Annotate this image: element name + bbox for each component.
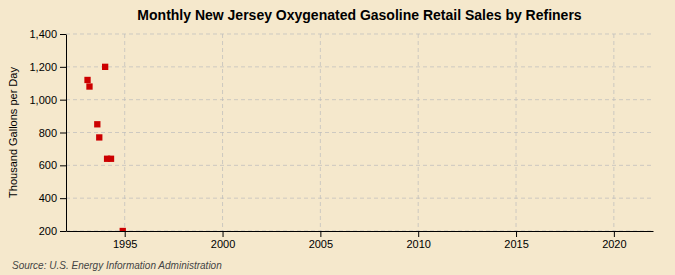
- point: [120, 228, 126, 231]
- y-grid-line: [66, 34, 653, 35]
- x-tick-label: 2000: [211, 238, 235, 250]
- x-tick-label: 1995: [113, 238, 137, 250]
- y-grid-line: [66, 132, 653, 133]
- y-axis: 200 400 600 800 1,000 1,200 1,400: [29, 28, 66, 237]
- y-grid-line: [66, 99, 653, 100]
- y-tick-mark: [60, 198, 66, 199]
- x-tick-label: 2010: [406, 238, 430, 250]
- y-tick-label: 400: [39, 192, 57, 204]
- y-tick-label: 800: [39, 127, 57, 139]
- x-tick-mark: [418, 231, 419, 237]
- x-tick-mark: [614, 231, 615, 237]
- point: [102, 64, 108, 70]
- y-grid-line: [66, 165, 653, 166]
- plot: 1995 2000 2005 2010 2015 2020 200 400 600 800 1,00…: [29, 28, 653, 250]
- x-tick: 2000: [211, 231, 235, 250]
- y-tick-mark: [60, 100, 66, 101]
- x-axis-line: [67, 231, 654, 232]
- y-tick: 800: [39, 127, 66, 139]
- point: [86, 83, 92, 89]
- y-tick-mark: [60, 34, 66, 35]
- x-tick-label: 2020: [602, 238, 626, 250]
- y-tick: 400: [39, 192, 66, 204]
- x-tick-mark: [125, 231, 126, 237]
- chart: 1995 2000 2005 2010 2015 2020 200 400 600 800 1,00…: [0, 0, 675, 275]
- y-tick-label: 1,000: [29, 94, 57, 106]
- y-grid-line: [66, 198, 653, 199]
- y-tick-label: 200: [39, 225, 57, 237]
- point: [96, 134, 102, 140]
- title: Monthly New Jersey Oxygenated Gasoline R…: [137, 7, 581, 23]
- y-tick: 1,400: [29, 28, 66, 40]
- y-axis-line: [66, 35, 67, 232]
- x-tick: 2005: [309, 231, 333, 250]
- x-tick-label: 2015: [504, 238, 528, 250]
- y-axis-title: Thousand Gallons per Day: [7, 67, 19, 198]
- y-tick-mark: [60, 165, 66, 166]
- grid: [66, 34, 653, 231]
- x-tick: 1995: [113, 231, 137, 250]
- background: [0, 0, 675, 275]
- y-grid-line: [66, 231, 653, 232]
- y-tick: 600: [39, 159, 66, 171]
- y-tick-mark: [60, 133, 66, 134]
- point: [94, 121, 100, 127]
- x-tick-label: 2005: [309, 238, 333, 250]
- x-tick-mark: [320, 231, 321, 237]
- y-tick-mark: [60, 231, 66, 232]
- y-tick-mark: [60, 67, 66, 68]
- points: [84, 64, 126, 231]
- y-tick-label: 1,400: [29, 28, 57, 40]
- y-tick: 1,000: [29, 94, 66, 106]
- point: [84, 77, 90, 83]
- point: [108, 156, 114, 162]
- y-tick: 200: [39, 225, 66, 237]
- x-tick: 2010: [406, 231, 430, 250]
- x-tick-mark: [516, 231, 517, 237]
- y-tick: 1,200: [29, 61, 66, 73]
- x-tick-mark: [223, 231, 224, 237]
- x-tick: 2020: [602, 231, 626, 250]
- y-tick-label: 1,200: [29, 61, 57, 73]
- x-tick: 2015: [504, 231, 528, 250]
- x-axis: 1995 2000 2005 2010 2015 2020: [67, 231, 654, 250]
- source-note: Source: U.S. Energy Information Administ…: [12, 260, 222, 271]
- y-grid-line: [66, 66, 653, 67]
- y-tick-label: 600: [39, 159, 57, 171]
